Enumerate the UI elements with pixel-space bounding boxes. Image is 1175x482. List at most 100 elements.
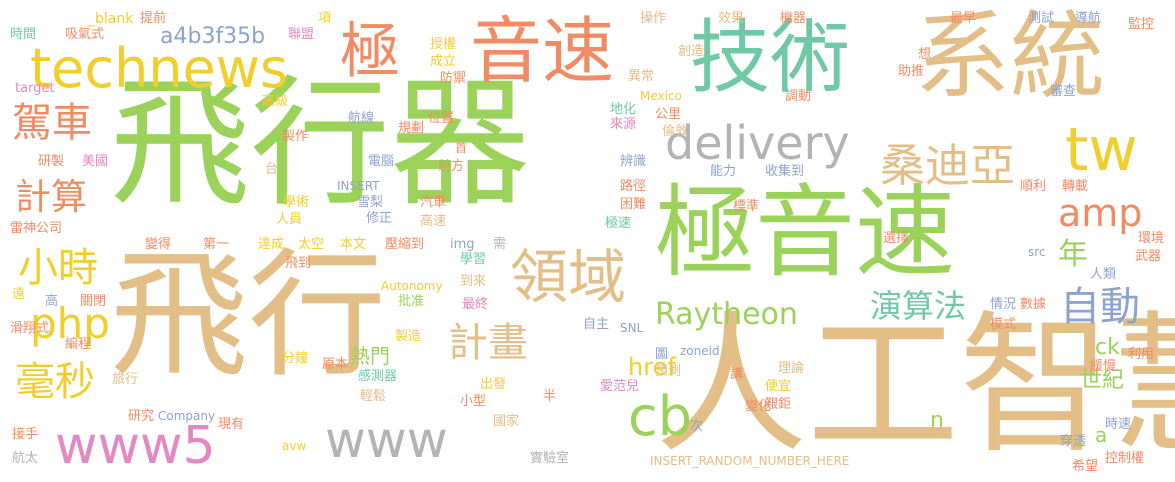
word: 美國: [82, 154, 109, 169]
word: 來源: [610, 117, 637, 132]
word: 關閉: [80, 294, 107, 309]
word: 第一: [203, 237, 230, 252]
word: 緩慢: [1090, 359, 1117, 374]
word: 極速: [605, 216, 632, 231]
word: 地化: [610, 102, 637, 117]
word: 監控: [1128, 17, 1155, 32]
word: 高級: [262, 94, 289, 109]
word: 標準: [733, 199, 760, 214]
word: 國家: [493, 414, 520, 429]
word: 審查: [1050, 84, 1077, 99]
word: 希望: [1072, 459, 1099, 474]
word: 小時: [18, 245, 98, 291]
word: 世紀: [1080, 368, 1125, 393]
word: 便宜: [765, 379, 792, 394]
word: 自動: [1060, 284, 1140, 330]
word: 修正: [366, 211, 393, 226]
word: 變得: [145, 237, 172, 252]
word: a4b3f35b: [160, 24, 266, 49]
word: 利用: [1128, 347, 1155, 362]
word: www: [325, 411, 448, 469]
word: 位置: [428, 111, 455, 126]
word: 人員: [276, 212, 303, 227]
word: technews: [30, 37, 289, 100]
word: 飛行器: [110, 63, 531, 226]
word: 計畫: [448, 320, 528, 366]
word: 航太: [12, 451, 39, 466]
word: 出發: [480, 377, 507, 392]
word: 半: [543, 389, 557, 404]
word: 選擇: [883, 231, 910, 246]
word: 最終: [462, 297, 489, 312]
word: 極: [340, 17, 400, 87]
word: 首: [455, 141, 468, 155]
word: 遠: [12, 287, 26, 302]
word: 駕車: [12, 100, 92, 146]
word: 製作: [282, 129, 309, 144]
word: Mexico: [640, 89, 682, 103]
word: 毫秒: [15, 359, 95, 405]
word: 年: [1058, 237, 1088, 272]
word: INSERT: [337, 179, 380, 193]
word: 預測: [655, 364, 682, 379]
word: 雪梨: [357, 195, 384, 210]
word: 想: [918, 47, 932, 62]
word: 異常: [628, 69, 655, 84]
word: 情況: [990, 297, 1017, 312]
word: 太空: [298, 237, 325, 252]
word: 音速: [470, 9, 615, 93]
word: 變化: [745, 399, 772, 414]
word: 研究: [128, 409, 155, 424]
word: 前方: [438, 159, 465, 174]
word: 時速: [1105, 417, 1132, 432]
word: href: [628, 353, 676, 381]
word: 轉載: [1062, 179, 1089, 194]
word: 穿透: [1060, 434, 1087, 449]
word: 艱鉅: [765, 397, 792, 412]
word: 分鐘: [282, 351, 309, 366]
word: 高: [45, 294, 59, 309]
word: 人類: [1090, 267, 1117, 282]
word: 講: [730, 367, 744, 382]
word: 演算法: [870, 287, 967, 325]
word: 愛范兒: [600, 379, 640, 394]
word: 小型: [460, 394, 487, 409]
word: Autonomy: [381, 279, 443, 293]
word: 編程: [65, 337, 92, 352]
word: 最早: [950, 11, 977, 26]
word: 實驗室: [530, 451, 570, 466]
word: 規劃: [398, 121, 425, 136]
word: a: [1095, 423, 1108, 447]
word: 控制權: [1105, 451, 1145, 466]
word: delivery: [665, 116, 850, 170]
word: 系統: [915, 2, 1106, 112]
word: Raytheon: [655, 297, 798, 332]
word: 電腦: [368, 154, 395, 169]
word: 創造: [678, 44, 705, 59]
word: 時間: [10, 27, 37, 42]
word: 計算: [15, 177, 88, 218]
word: 到來: [460, 274, 487, 289]
word: cb: [628, 385, 692, 448]
word: 授權: [430, 37, 457, 52]
word: www5: [55, 416, 216, 476]
word: 順利: [1020, 179, 1047, 194]
word: 接手: [12, 427, 39, 442]
word: 壓縮到: [385, 237, 425, 252]
word: 武器: [1135, 249, 1162, 264]
word: 學術: [283, 195, 310, 210]
word: 高速: [420, 214, 447, 229]
word: INSERT_RANDOM_NUMBER_HERE: [650, 454, 850, 468]
word: 辨識: [620, 154, 647, 169]
word: 聯盟: [288, 27, 315, 42]
word: 機器: [780, 11, 807, 26]
word: Company: [158, 409, 216, 423]
word: 航線: [348, 111, 375, 126]
word: 批准: [398, 294, 425, 309]
word: 理論: [778, 361, 805, 376]
word: _blank: [88, 11, 134, 27]
word: 汽車: [420, 195, 447, 210]
word: 路徑: [620, 179, 647, 194]
word: 飛行: [110, 235, 387, 396]
